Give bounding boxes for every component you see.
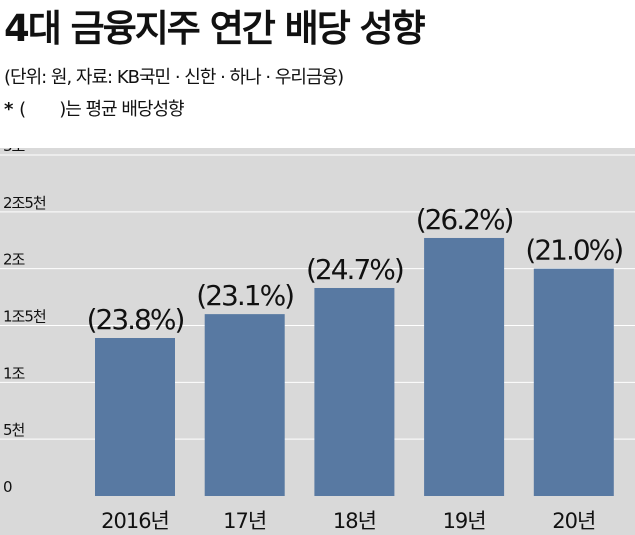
bar	[95, 338, 175, 496]
y-tick-label: 0	[3, 478, 12, 496]
bar-chart: 05천1조1조5천2조2조5천3조 (23.8%)(23.1%)(24.7%)(…	[0, 148, 635, 533]
bar-label: (24.7%)	[306, 253, 403, 286]
bar	[533, 268, 614, 496]
bar-label: (23.8%)	[87, 303, 184, 336]
y-tick-label: 1조	[3, 364, 26, 382]
chart-subtitle: (단위: 원, 자료: KB국민 · 신한 · 하나 · 우리금융)	[4, 67, 344, 88]
note-text: 는 평균 배당성향	[65, 99, 184, 120]
y-tick-label: 5천	[3, 421, 25, 439]
bar	[314, 287, 395, 496]
x-category-label: 18년	[333, 509, 376, 533]
y-tick-label: 2조	[3, 251, 26, 269]
bar	[424, 237, 505, 496]
bar-label: (21.0%)	[525, 234, 622, 267]
bar-label: (23.1%)	[196, 279, 293, 312]
x-category-label: 19년	[443, 509, 486, 533]
bars	[95, 237, 614, 496]
y-tick-label: 2조5천	[3, 194, 46, 212]
chart-note: * ()는 평균 배당성향	[4, 99, 185, 120]
note-close-paren: )	[59, 99, 66, 120]
y-tick-label: 3조	[3, 148, 26, 155]
plot-area: 05천1조1조5천2조2조5천3조 (23.8%)(23.1%)(24.7%)(…	[0, 148, 635, 535]
bar-labels: (23.8%) (23.1%) (24.7%) (26.2%) (21.0%)	[87, 203, 625, 336]
y-axis-ticks: 0 5천 1조 1조5천 2조 2조5천 3조	[3, 148, 47, 496]
x-category-label: 20년	[552, 509, 595, 533]
y-tick-label: 1조5천	[3, 308, 46, 326]
gridlines	[0, 154, 635, 440]
note-open-paren: (	[19, 99, 26, 120]
x-axis-categories: 2016년 17년 18년 19년 20년	[101, 509, 596, 533]
x-category-label: 2016년	[101, 509, 169, 533]
bar	[204, 314, 285, 496]
chart-title: 4대 금융지주 연간 배당 성향	[4, 7, 426, 50]
x-category-label: 17년	[223, 509, 266, 533]
bar-label: (26.2%)	[416, 203, 513, 236]
note-star: *	[4, 99, 13, 120]
